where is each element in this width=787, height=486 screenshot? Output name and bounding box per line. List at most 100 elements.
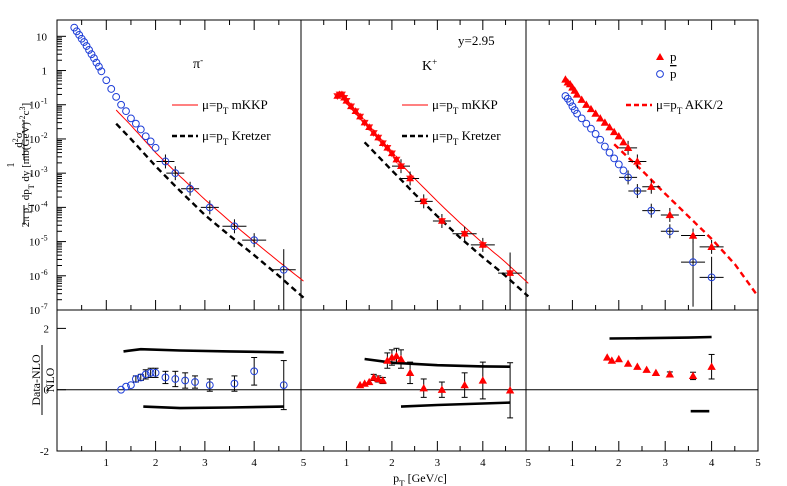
star-tri-down	[392, 156, 401, 164]
data-point	[342, 96, 351, 105]
data-point	[600, 142, 609, 151]
data-point	[387, 149, 396, 158]
ratio-point	[127, 381, 135, 389]
top-y-axis-label-body: 2π pT dpT dy [mb(GeV)-2c3]	[18, 103, 36, 227]
data-point	[566, 98, 574, 106]
data-error-bar	[699, 256, 724, 310]
bottom-panel-frame-2	[300, 309, 527, 452]
data-point	[107, 85, 116, 93]
ratio-point	[279, 381, 288, 389]
data-point	[112, 92, 121, 101]
uncertainty-band-lower	[143, 405, 284, 410]
data-point	[94, 62, 103, 71]
data-point	[186, 184, 194, 193]
data-point	[365, 123, 374, 132]
y-tick-label: 10	[29, 305, 41, 317]
star-tri-down	[351, 108, 360, 116]
legend-label: μ=pT Kretzer	[202, 128, 271, 147]
star-tri-down	[342, 98, 351, 105]
star-tri-down	[478, 242, 487, 249]
data-point	[397, 162, 405, 171]
data-point	[577, 95, 586, 103]
ratio-point	[607, 356, 617, 364]
star-tri-down	[397, 163, 405, 171]
data-point	[647, 206, 656, 215]
x-tick-label: 5	[526, 457, 532, 469]
data-point	[97, 67, 106, 76]
data-point	[478, 240, 487, 249]
data-point	[610, 154, 619, 163]
data-point	[596, 114, 605, 122]
data-point	[136, 125, 145, 134]
legend-proton: p	[656, 49, 677, 64]
x-tick-label: 4	[480, 457, 486, 469]
x-tick-label: 3	[662, 457, 668, 469]
data-point	[624, 173, 632, 182]
data-point	[117, 100, 125, 109]
ratio-point	[230, 379, 239, 388]
bottom-y-axis-denominator: NLO	[43, 367, 57, 392]
ratio-point	[146, 368, 155, 377]
data-point	[633, 157, 642, 165]
data-point	[171, 169, 180, 178]
data-point	[419, 197, 428, 206]
data-point	[460, 229, 469, 238]
data-point	[572, 90, 582, 98]
x-tick-label: 2	[616, 457, 622, 469]
data-point	[230, 222, 239, 231]
data-point	[351, 107, 360, 116]
ratio-point	[688, 371, 698, 380]
ratio-point	[131, 375, 140, 383]
data-error-bar	[619, 170, 638, 185]
star-tri-down	[369, 130, 378, 137]
ratio-point	[623, 359, 633, 367]
ratio-point	[374, 374, 383, 383]
legend-label: μ=pT mKKP	[202, 97, 268, 116]
top-y-axis-label-num: d2σ	[11, 132, 26, 148]
data-point	[82, 42, 91, 50]
legend-kretzer-pion: μ=pT Kretzer	[172, 128, 271, 147]
ratio-point	[505, 386, 515, 394]
data-error-bar	[200, 200, 219, 215]
ratio-point	[405, 368, 415, 376]
bottom-y-axis-label-text2: NLO	[43, 367, 57, 392]
y-tick-exponent: -2	[41, 131, 48, 140]
legend-kretzer-kaon: μ=pT Kretzer	[402, 128, 501, 147]
y-tick-label: -2	[40, 446, 49, 458]
bottom-y-axis-label-text: Data-NLO	[29, 354, 43, 406]
legend-marker	[656, 53, 664, 60]
y-tick-exponent: -7	[41, 302, 48, 311]
data-point	[347, 102, 355, 111]
data-point	[591, 130, 600, 138]
data-point	[356, 112, 365, 121]
star-tri-down	[374, 134, 383, 142]
top-y-axis-label-text2: 2π pT dpT dy [mb(GeV)-2c3]	[18, 103, 36, 227]
data-point	[591, 109, 600, 117]
axes-text: 1 2 3 4 5 1 2 3 4 5 1 2 3 4 510110-110-210-310-410-510…	[6, 31, 761, 486]
data-error-bar	[642, 203, 661, 218]
data-point	[665, 210, 675, 219]
data-point	[647, 182, 656, 190]
y-tick-label: 10	[29, 237, 41, 249]
y-tick-exponent: -6	[41, 268, 48, 277]
uncertainty-band-upper	[609, 335, 712, 340]
data-point	[378, 139, 387, 148]
y-tick-exponent: -3	[41, 165, 48, 174]
y-tick-label: 10	[29, 134, 41, 146]
y-tick-label: 0	[44, 385, 50, 397]
data-point	[383, 143, 392, 152]
data-point	[437, 216, 446, 225]
legend-mkkp-kaon: μ=pT mKKP	[402, 97, 498, 116]
curve-ptkretzer	[363, 141, 530, 298]
y-tick-label: 10	[29, 100, 41, 112]
ratio-point	[191, 378, 199, 386]
data-point	[609, 127, 619, 136]
data-error-bar	[222, 219, 247, 234]
x-tick-label: 1	[570, 457, 576, 469]
ratio-point	[205, 381, 214, 389]
data-error-bar	[156, 154, 175, 169]
data-point	[689, 258, 697, 267]
ratio-point	[707, 362, 716, 370]
particle-label-pion: π-	[193, 55, 203, 72]
data-point	[92, 58, 101, 67]
